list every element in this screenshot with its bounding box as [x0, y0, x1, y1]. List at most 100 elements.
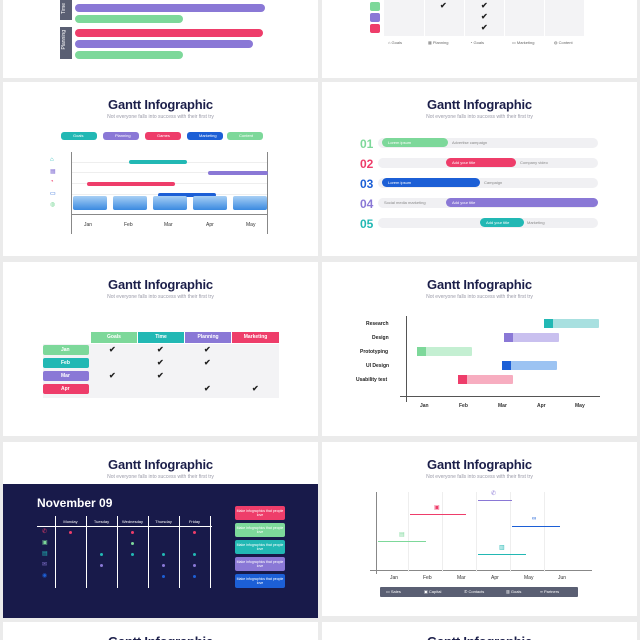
x-axis	[71, 214, 268, 215]
bar	[75, 4, 265, 12]
slide-title: Gantt Infographic	[108, 457, 213, 472]
legend-games: Games	[145, 132, 181, 140]
milestone-line	[378, 541, 426, 542]
month-may: May	[246, 222, 256, 228]
event-dot	[131, 531, 134, 534]
check-icon: ✔	[440, 1, 447, 10]
group-label-planning: Planning	[60, 27, 72, 59]
grid-line	[424, 0, 425, 36]
v-axis	[71, 152, 72, 234]
grid-line	[442, 492, 443, 572]
month-feb: Feb	[459, 403, 468, 409]
v-axis	[406, 316, 407, 402]
slide-subtitle: Not everyone falls into success with the…	[107, 114, 214, 120]
bar	[129, 160, 187, 164]
event-dot	[131, 553, 134, 556]
bus-icon: ▤	[42, 551, 48, 557]
event-dot	[162, 553, 165, 556]
note-card: Make infographics that people love	[235, 506, 285, 520]
grid-line	[544, 492, 545, 572]
check-icon: ✔	[204, 358, 211, 367]
icon-green	[370, 2, 380, 11]
check-icon: ✔	[157, 358, 164, 367]
slide-subtitle: Not everyone falls into success with the…	[426, 294, 533, 300]
month-apr: Apr	[537, 403, 546, 409]
milestone-line	[512, 526, 560, 527]
check-icon: ✔	[157, 345, 164, 354]
row-number: 02	[360, 157, 374, 171]
day-friday: Friday	[188, 519, 201, 524]
slide-subtitle: Not everyone falls into success with the…	[107, 294, 214, 300]
event-dot	[69, 531, 72, 534]
row-jan: Jan	[43, 345, 89, 355]
month-block	[193, 196, 227, 210]
grid-line	[86, 516, 87, 588]
legend-marketing: Marketing	[187, 132, 223, 140]
icon-pink	[370, 24, 380, 33]
x-axis	[400, 396, 600, 397]
slide-gantt-numbered: Gantt Infographic Not everyone falls int…	[322, 82, 637, 256]
row-number: 03	[360, 177, 374, 191]
task-pill: Add your title	[480, 218, 524, 227]
legend-contacts: ✆ Contacts	[464, 589, 485, 594]
track	[378, 178, 598, 188]
check-icon: ✔	[481, 23, 488, 32]
legend-capital: ▣ Capital	[424, 589, 442, 594]
note-card: Make infographics that people love	[235, 540, 285, 554]
event-dot	[193, 564, 196, 567]
event-dot	[162, 564, 165, 567]
slide-bottom-right: Gantt Infographic	[322, 622, 637, 640]
track	[378, 138, 598, 148]
milestone-line	[478, 500, 512, 501]
month-jan: Jan	[420, 403, 429, 409]
calendar-icon: ▦	[50, 169, 56, 175]
bar-icon	[417, 347, 426, 356]
bar	[502, 361, 557, 370]
bar	[504, 333, 559, 342]
row-number: 05	[360, 217, 374, 231]
slide-title: Gantt Infographic	[427, 457, 532, 472]
slide-gantt-milestones: Gantt Infographic Not everyone falls int…	[322, 442, 637, 616]
phone-icon: ✆	[42, 529, 48, 535]
check-icon: ✔	[481, 1, 488, 10]
note-card: Make infographics that people love	[235, 557, 285, 571]
legend-partners: ∞ Partners	[540, 589, 560, 594]
milestone-line	[478, 554, 526, 555]
slide-title: Gantt Infographic	[427, 277, 532, 292]
task-note: Advertise campaign	[452, 140, 488, 145]
check-icon: ✔	[157, 371, 164, 380]
grid-line	[117, 516, 118, 588]
month-block	[153, 196, 187, 210]
row-feb: Feb	[43, 358, 89, 368]
event-dot	[193, 553, 196, 556]
grid-line	[55, 516, 56, 588]
slide-gantt-tasks: Gantt Infographic Not everyone falls int…	[322, 262, 637, 436]
month-apr: Apr	[206, 222, 214, 228]
month-feb: Feb	[423, 575, 432, 581]
id-card-icon: ▤	[399, 532, 405, 538]
month-mar: Mar	[457, 575, 466, 581]
content-icon: ◍	[50, 202, 56, 208]
header-marketing: Marketing	[232, 332, 279, 343]
slide-gantt-timeline: Gantt Infographic Not everyone falls int…	[3, 82, 318, 256]
chart-icon: ▥	[499, 545, 505, 551]
check-icon: ✔	[204, 345, 211, 354]
month-mar: Mar	[164, 222, 173, 228]
legend-goals: ⌂ Goals	[388, 40, 402, 45]
grid-line	[408, 492, 409, 572]
slide-top-left: Time Planning	[3, 0, 318, 78]
task-pill: Lorem ipsum	[382, 138, 448, 147]
event-dot	[100, 553, 103, 556]
grid-line	[179, 516, 180, 588]
note-card: Make infographics that people love	[235, 574, 285, 588]
chat-icon: ✉	[42, 562, 48, 568]
day-tuesday: Tuesday	[93, 519, 110, 524]
slide-title: Gantt Infographic	[3, 634, 318, 640]
task-note: Marketing	[527, 220, 545, 225]
bar	[208, 171, 268, 175]
bar	[417, 347, 472, 356]
car-icon: ▣	[42, 540, 48, 546]
task-note: Social media marketing	[384, 200, 426, 205]
grid-line	[504, 0, 505, 36]
slide-bottom-left: Gantt Infographic	[3, 622, 318, 640]
